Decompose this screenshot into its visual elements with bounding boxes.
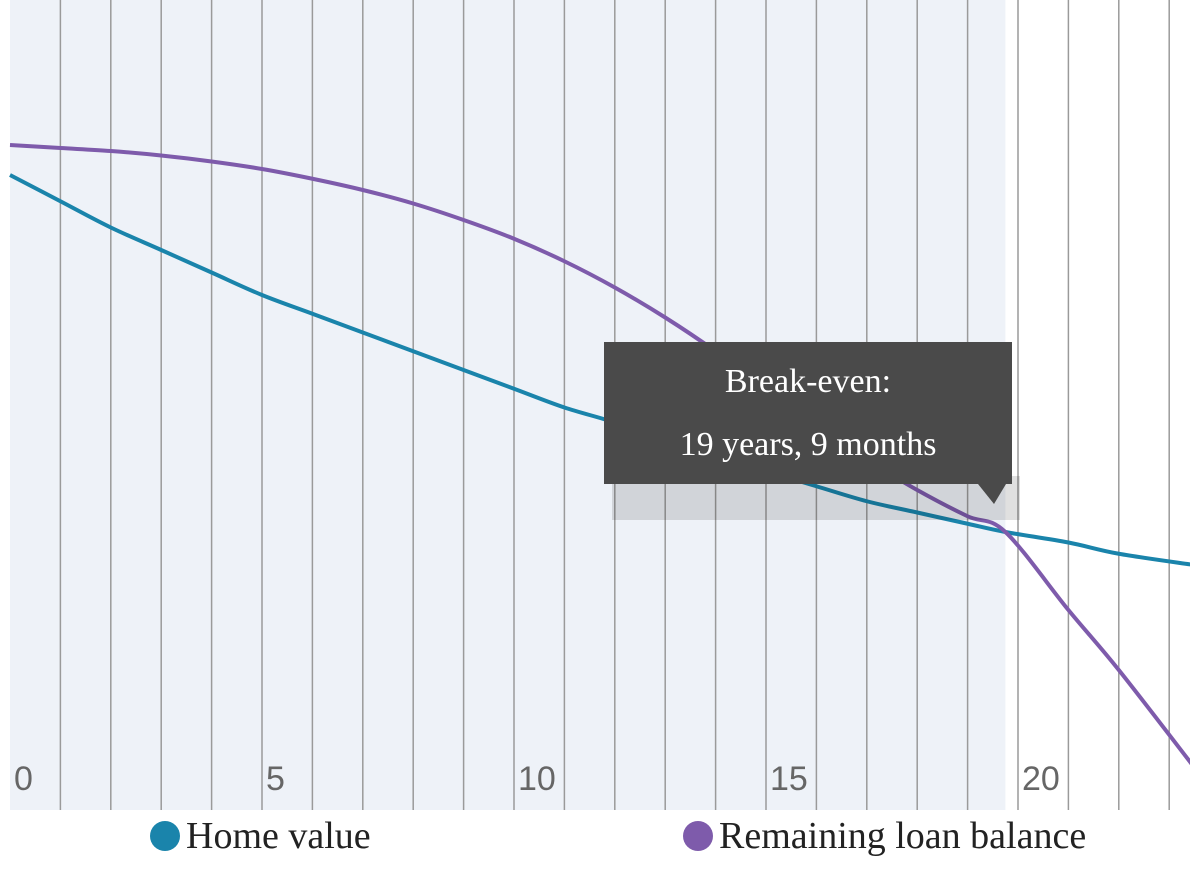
home-value-line <box>9 173 1190 567</box>
tooltip-box <box>604 342 1012 484</box>
x-tick-label: 10 <box>518 760 556 798</box>
x-axis-ticks: 0 5 10 15 20 <box>14 760 1060 798</box>
legend-label: Home value <box>186 815 371 857</box>
remaining-loan-balance-line <box>9 143 1190 766</box>
legend-dot-icon <box>683 821 713 851</box>
tooltip-detail: 19 years, 9 months <box>680 426 937 463</box>
legend-label: Remaining loan balance <box>719 815 1087 857</box>
legend-dot-icon <box>150 821 180 851</box>
x-tick-label: 20 <box>1022 760 1060 798</box>
tooltip-pointer <box>978 484 1006 504</box>
tooltip-title: Break-even: <box>725 363 891 400</box>
legend-item-home-value: Home value <box>150 806 371 866</box>
x-tick-label: 5 <box>266 760 285 798</box>
legend-item-remaining-loan-balance: Remaining loan balance <box>683 806 1086 866</box>
x-tick-label: 0 <box>14 760 33 798</box>
break-even-tooltip: Break-even: 19 years, 9 months <box>604 342 1020 520</box>
x-tick-label: 15 <box>770 760 808 798</box>
series-lines <box>9 143 1190 766</box>
